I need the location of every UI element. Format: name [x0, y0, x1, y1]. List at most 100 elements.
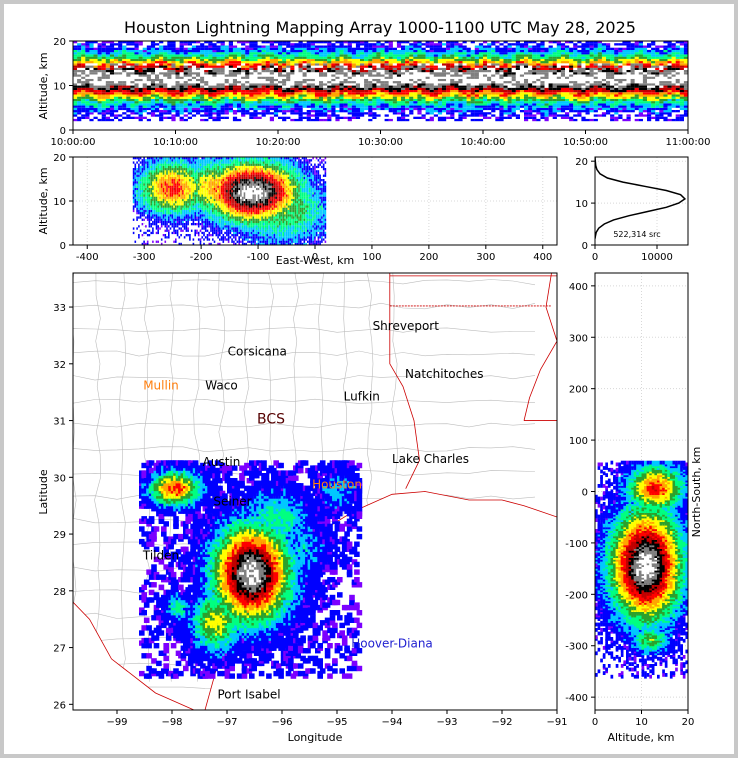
time-altitude-cell — [388, 87, 393, 90]
time-altitude-cell — [130, 74, 135, 77]
time-altitude-cell — [355, 98, 361, 102]
time-altitude-cell — [409, 92, 414, 95]
time-altitude-cell — [417, 72, 422, 75]
time-altitude-cell — [536, 54, 541, 57]
time-altitude-cell — [134, 101, 139, 104]
time-altitude-cell — [265, 49, 270, 53]
time-altitude-cell — [384, 96, 389, 99]
time-altitude-cell — [507, 65, 512, 68]
time-altitude-ytick-label: 10 — [53, 82, 66, 93]
time-altitude-cell — [85, 83, 90, 86]
time-altitude-cell — [368, 105, 373, 108]
time-altitude-cell — [458, 87, 463, 90]
time-altitude-cell — [532, 114, 537, 117]
time-altitude-cell — [232, 105, 238, 108]
time-altitude-cell — [101, 54, 106, 57]
time-altitude-cell — [618, 61, 623, 64]
time-altitude-cell — [130, 112, 135, 115]
time-altitude-cell — [286, 101, 291, 104]
time-altitude-cell — [458, 61, 463, 64]
time-altitude-cell — [466, 87, 471, 90]
time-altitude-cell — [343, 74, 348, 77]
time-altitude-cell — [655, 56, 660, 59]
time-altitude-cell — [425, 101, 430, 104]
time-altitude-cell — [73, 52, 78, 55]
time-altitude-cell — [163, 92, 168, 95]
time-altitude-cell — [73, 87, 78, 90]
time-altitude-cell — [343, 49, 348, 53]
time-altitude-cell — [515, 47, 520, 50]
time-altitude-cell — [167, 96, 172, 99]
time-altitude-cell — [552, 61, 557, 64]
time-altitude-cell — [81, 98, 86, 102]
time-altitude-cell — [269, 94, 274, 97]
time-altitude-cell — [634, 52, 639, 55]
time-altitude-cell — [126, 116, 131, 119]
time-altitude-cell — [618, 69, 623, 73]
time-altitude-cell — [257, 74, 262, 77]
time-altitude-cell — [401, 65, 406, 68]
time-altitude-cell — [278, 107, 283, 111]
time-altitude-cell — [339, 94, 344, 97]
time-altitude-cell — [380, 89, 385, 93]
time-altitude-cell — [507, 81, 512, 84]
time-altitude-cell — [474, 103, 479, 106]
time-altitude-cell — [355, 43, 361, 46]
time-altitude-cell — [310, 110, 315, 113]
time-altitude-cell — [73, 76, 78, 79]
time-altitude-cell — [585, 43, 590, 46]
time-altitude-cell — [335, 56, 340, 59]
time-altitude-cell — [569, 78, 574, 82]
time-altitude-cell — [142, 76, 147, 79]
time-altitude-cell — [290, 78, 295, 82]
time-altitude-cell — [679, 85, 684, 88]
time-altitude-cell — [552, 56, 557, 59]
time-altitude-cell — [191, 41, 197, 44]
time-altitude-cell — [253, 76, 258, 79]
time-altitude-cell — [298, 85, 303, 88]
time-altitude-cell — [511, 76, 516, 79]
time-altitude-cell — [458, 101, 463, 104]
time-altitude-cell — [638, 52, 643, 55]
time-altitude-cell — [191, 74, 197, 77]
time-altitude-cell — [298, 63, 303, 66]
time-altitude-cell — [200, 69, 205, 73]
time-altitude-cell — [360, 65, 365, 68]
time-altitude-cell — [478, 72, 484, 75]
time-altitude-cell — [134, 81, 139, 84]
time-altitude-cell — [109, 83, 115, 86]
time-altitude-cell — [663, 103, 668, 106]
time-altitude-cell — [253, 49, 258, 53]
time-altitude-cell — [474, 89, 479, 93]
time-altitude-cell — [200, 103, 205, 106]
time-altitude-cell — [261, 52, 266, 55]
time-altitude-cell — [343, 83, 348, 86]
time-altitude-cell — [433, 58, 438, 62]
time-altitude-cell — [187, 116, 192, 119]
time-altitude-cell — [314, 118, 320, 122]
time-altitude-cell — [511, 101, 516, 104]
time-altitude-cell — [606, 61, 611, 64]
time-altitude-cell — [437, 116, 443, 119]
time-altitude-cell — [552, 92, 557, 95]
time-altitude-cell — [487, 76, 492, 79]
time-altitude-cell — [368, 58, 373, 62]
time-altitude-cell — [97, 92, 102, 95]
time-altitude-cell — [462, 72, 467, 75]
time-altitude-cell — [196, 81, 201, 84]
time-altitude-cell — [384, 81, 389, 84]
time-altitude-cell — [532, 52, 537, 55]
time-altitude-cell — [405, 87, 410, 90]
time-altitude-cell — [126, 63, 131, 66]
time-altitude-cell — [429, 47, 434, 50]
time-altitude-cell — [351, 89, 356, 93]
time-altitude-cell — [610, 81, 615, 84]
time-altitude-cell — [261, 49, 266, 53]
time-altitude-cell — [597, 61, 602, 64]
time-altitude-cell — [606, 87, 611, 90]
time-altitude-cell — [450, 78, 455, 82]
time-altitude-cell — [93, 85, 98, 88]
time-altitude-cell — [216, 96, 221, 99]
time-altitude-cell — [204, 63, 209, 66]
time-altitude-cell — [511, 61, 516, 64]
